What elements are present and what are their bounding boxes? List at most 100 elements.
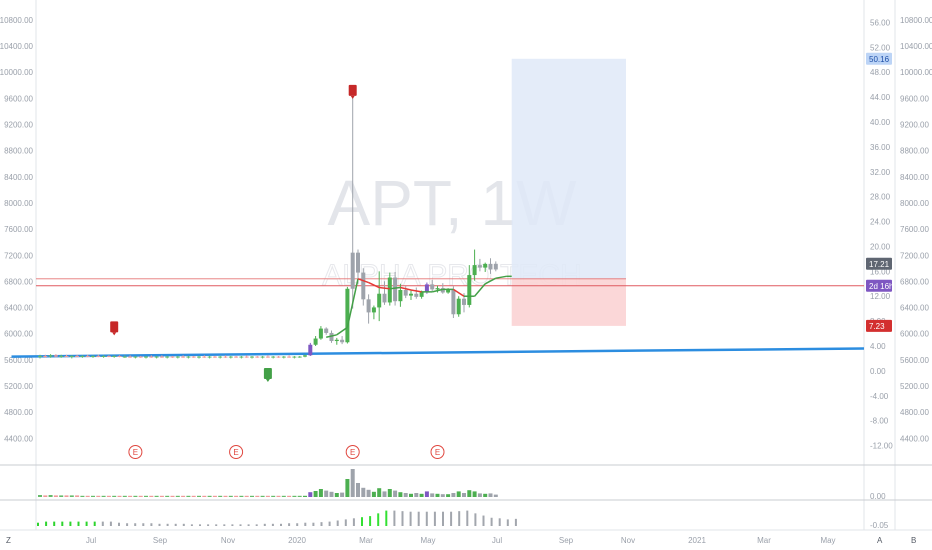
histogram-bar	[344, 519, 347, 526]
volume-bar	[265, 495, 270, 497]
right-axis-tick: 52.00	[870, 43, 891, 52]
flag-pointer	[350, 95, 355, 99]
far-right-axis-tick: 10400.00	[900, 42, 932, 51]
candle-body	[69, 355, 74, 357]
histogram-bar	[142, 523, 145, 526]
candle-body	[318, 328, 323, 339]
right-axis-tick: 44.00	[870, 93, 891, 102]
volume-bar	[324, 490, 329, 497]
candle-body	[59, 355, 64, 357]
histogram-bar	[166, 523, 169, 526]
ma-segment	[368, 281, 380, 289]
candle-body	[398, 290, 403, 302]
reset-button[interactable]: Z	[6, 536, 11, 545]
ma-segment	[495, 275, 507, 279]
far-right-axis-tick: 7200.00	[900, 251, 929, 260]
price-label-box	[866, 279, 892, 292]
candle-body	[308, 344, 313, 356]
volume-bar	[170, 495, 175, 497]
candle-body	[361, 272, 366, 300]
histogram-bar	[490, 517, 493, 526]
candle-body	[313, 338, 318, 345]
auto-scale-button[interactable]: A	[877, 536, 883, 545]
right-axis-tick: 56.00	[870, 18, 891, 27]
histogram-bar	[474, 513, 477, 526]
histogram-bar	[207, 524, 210, 526]
candle-body	[96, 355, 101, 357]
volume-bar	[414, 493, 419, 497]
earnings-label: E	[133, 448, 138, 457]
histogram-bar	[280, 523, 282, 526]
histogram-bar	[61, 521, 64, 526]
volume-bar	[112, 495, 117, 497]
volume-bar	[318, 489, 323, 497]
candle-body	[85, 355, 90, 357]
volume-bar	[451, 493, 456, 497]
right-axis-tick: 16.00	[870, 267, 891, 276]
candle-body	[393, 277, 398, 302]
right-axis-tick: -8.00	[870, 417, 889, 426]
histogram-bar	[182, 523, 185, 526]
histogram-bar	[352, 518, 355, 526]
candle-body	[122, 356, 127, 358]
trend-line	[11, 347, 865, 358]
histogram-bar	[442, 511, 444, 526]
candle-body	[467, 275, 472, 305]
time-axis-tick: Mar	[757, 536, 771, 545]
candle-body	[75, 355, 80, 357]
histogram-bar	[450, 511, 453, 526]
volume-bar	[43, 495, 48, 497]
volume-bar	[255, 495, 260, 497]
volume-bar	[128, 495, 133, 497]
far-right-axis-tick: 10000.00	[900, 68, 932, 77]
price-label: 17.21	[869, 260, 890, 269]
left-axis-tick: 6400.00	[4, 304, 33, 313]
volume-bar	[297, 495, 302, 497]
histogram-bar	[288, 523, 291, 526]
volume-bar	[271, 495, 276, 497]
volume-series	[38, 469, 498, 497]
log-scale-button[interactable]: B	[911, 536, 916, 545]
histogram-bar	[393, 510, 396, 526]
volume-bar	[462, 493, 466, 497]
volume-bar	[334, 493, 339, 497]
histogram-bar	[498, 518, 501, 526]
volume-bar	[303, 495, 307, 497]
histogram-bar	[304, 522, 307, 526]
histogram-bar	[53, 521, 56, 526]
left-axis-tick: 8800.00	[4, 147, 33, 156]
volume-bar	[106, 495, 111, 497]
earnings-marker	[229, 445, 244, 459]
risk-reward-tool[interactable]	[511, 58, 626, 326]
volume-bar	[493, 494, 498, 497]
histogram-bar	[271, 523, 274, 526]
candle-body	[218, 356, 223, 358]
candle-body	[202, 356, 207, 358]
right-axis-tick: 20.00	[870, 242, 891, 251]
candle-body	[387, 277, 392, 303]
candle-body	[91, 355, 95, 357]
candle-body	[303, 355, 307, 357]
flag-pointer	[112, 332, 117, 336]
time-axis-tick: Mar	[359, 536, 373, 545]
sell-signal-flag	[110, 321, 119, 333]
left-axis-tick: 4800.00	[4, 408, 33, 417]
ma-segment	[432, 288, 443, 293]
left-axis-tick: 6000.00	[4, 330, 33, 339]
histogram-bar	[401, 511, 404, 526]
volume-bar	[175, 495, 180, 497]
ma-segment	[484, 277, 497, 285]
candle-body	[281, 356, 286, 358]
left-axis-tick: 10800.00	[0, 16, 34, 25]
candle-body	[170, 356, 175, 358]
candle-body	[165, 356, 170, 358]
histogram-bar	[45, 521, 48, 526]
volume-bar	[467, 490, 472, 497]
time-axis-tick: Nov	[621, 536, 635, 545]
time-axis-tick: Jul	[86, 536, 96, 545]
volume-bar	[159, 495, 164, 497]
candle-body	[334, 339, 339, 342]
candle-body	[197, 356, 201, 358]
